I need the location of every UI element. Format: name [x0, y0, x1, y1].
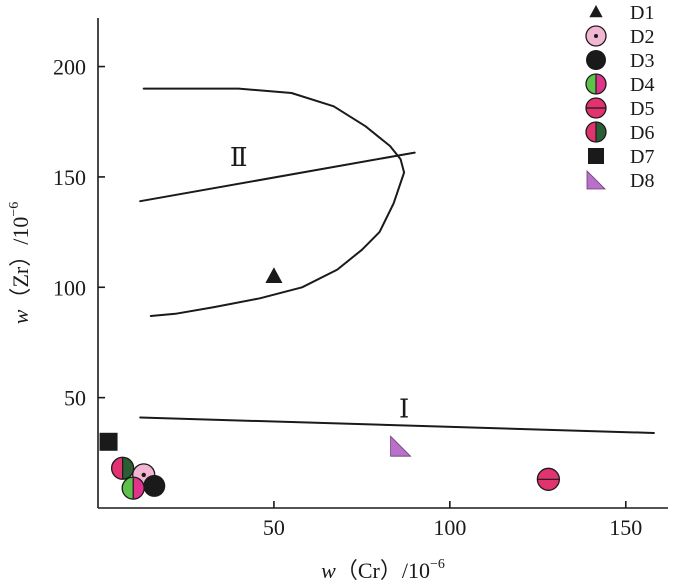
line-I	[139, 416, 655, 434]
x-axis-title: w（Cr）/10−6	[321, 557, 445, 583]
legend-label: D7	[630, 146, 654, 168]
data-points	[99, 267, 561, 500]
legend-item-d7: D7	[588, 146, 654, 168]
y-axis-title: w（Zr）/10−6	[7, 202, 33, 325]
y-axis-title-exp: −6	[7, 202, 22, 217]
x-axis-title-var: w	[321, 558, 336, 583]
legend-item-d6: D6	[585, 121, 654, 144]
x-axis-title-element: Cr	[358, 558, 381, 583]
legend-item-d3: D3	[586, 50, 654, 72]
y-axis-title-element: Zr	[8, 266, 33, 287]
data-point-d3	[143, 474, 166, 497]
x-tick-label: 150	[609, 515, 642, 540]
legend-item-d5: D5	[585, 97, 654, 120]
legend-symbol	[589, 5, 603, 18]
data-point-d5	[536, 467, 561, 491]
legend-symbol	[585, 73, 607, 95]
region-label: Ⅱ	[230, 143, 248, 172]
y-ticks: 50 100 150 200	[53, 55, 105, 411]
x-ticks: 50 100 150	[263, 501, 642, 540]
data-point-d4	[121, 476, 145, 500]
legend-symbol	[585, 25, 607, 47]
region-labels: ⅡⅠ	[230, 143, 409, 424]
boundary-lines	[139, 87, 655, 434]
data-point-d8	[390, 435, 412, 457]
legend-symbol	[585, 97, 607, 119]
y-tick-label: 100	[53, 275, 86, 300]
y-axis-title-open: （	[8, 288, 33, 310]
legend-symbol	[586, 170, 606, 190]
y-axis-title-unit: /10	[8, 217, 33, 245]
legend-label: D1	[630, 2, 654, 24]
legend-symbol	[585, 121, 607, 143]
data-point-d1	[265, 267, 283, 283]
y-tick-label: 50	[64, 386, 86, 411]
x-tick-label: 100	[433, 515, 466, 540]
x-axis-title-exp: −6	[430, 557, 445, 572]
legend-item-d4: D4	[585, 73, 654, 96]
data-point-d6	[110, 456, 135, 480]
curve-II-envelope	[142, 87, 406, 317]
x-axis-title-unit: /10	[402, 558, 430, 583]
legend-item-d8: D8	[586, 170, 654, 192]
legend-label: D6	[630, 122, 654, 144]
line-II	[139, 151, 416, 203]
legend-symbol	[586, 50, 606, 70]
legend-label: D2	[630, 26, 654, 48]
legend-symbol	[588, 148, 604, 164]
legend-label: D3	[630, 50, 654, 72]
x-axis-title-close: ）	[380, 558, 402, 583]
legend-item-d2: D2	[585, 25, 654, 48]
x-axis-title-open: （	[336, 558, 358, 583]
region-label: Ⅰ	[399, 395, 409, 424]
data-point-d7	[99, 432, 118, 451]
legend-item-d1: D1	[589, 2, 654, 24]
y-axis-title-close: ）	[8, 245, 33, 267]
legend-label: D4	[630, 74, 654, 96]
x-tick-label: 50	[263, 515, 285, 540]
axes: 50 100 150 50 100 150 200	[53, 18, 668, 540]
legend-label: D8	[630, 170, 654, 192]
y-axis-title-var: w	[8, 309, 33, 324]
y-tick-label: 150	[53, 165, 86, 190]
y-tick-label: 200	[53, 55, 86, 80]
legend-label: D5	[630, 98, 654, 120]
